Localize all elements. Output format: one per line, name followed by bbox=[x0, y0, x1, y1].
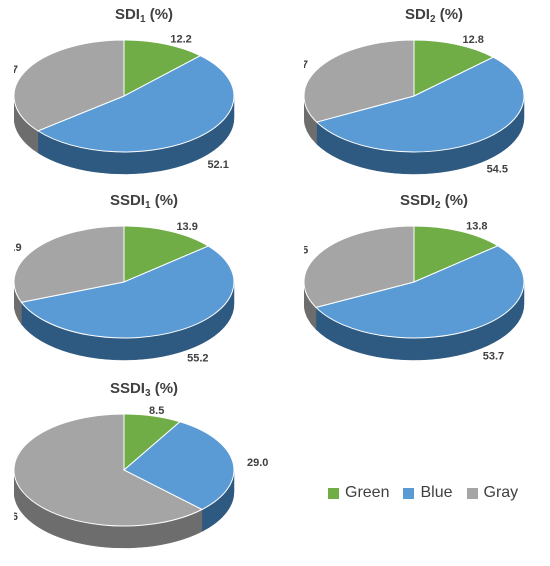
pie-plot: 13.9 55.2 30.9 bbox=[14, 221, 235, 364]
data-label: 35.7 bbox=[14, 64, 18, 76]
legend-item-gray: Gray bbox=[466, 484, 519, 502]
pie-chart-ssdi3: SSDI3 (%) 8.5 29.0 62.6 bbox=[14, 376, 274, 566]
pie-chart-ssdi1: SSDI1 (%) 13.9 55.2 30.9 bbox=[14, 188, 274, 378]
pie-slice-green bbox=[123, 225, 210, 283]
data-label: 13.9 bbox=[176, 221, 197, 233]
data-label: 29.0 bbox=[247, 457, 268, 469]
pie-slice-blue bbox=[315, 56, 525, 153]
pie-slice-blue bbox=[315, 245, 525, 339]
data-label: 32.5 bbox=[304, 245, 308, 257]
legend-item-green: Green bbox=[328, 484, 389, 502]
pie-slice-blue bbox=[20, 245, 235, 339]
data-label: 8.5 bbox=[149, 405, 164, 417]
legend-label: Gray bbox=[483, 484, 519, 501]
pie-slice-gray bbox=[304, 225, 415, 308]
pie-slice-gray bbox=[304, 39, 415, 123]
data-label: 32.7 bbox=[304, 59, 308, 71]
legend: Green Blue Gray bbox=[328, 484, 518, 502]
pie-plot: 12.8 54.5 32.7 bbox=[304, 34, 525, 175]
legend-swatch-green bbox=[328, 487, 339, 499]
chart-title: SSDI1 (%) bbox=[109, 192, 179, 211]
chart-title: SSDI3 (%) bbox=[109, 380, 179, 399]
pie-slice-gray bbox=[14, 413, 204, 527]
pie-slice-green bbox=[413, 225, 499, 283]
pie-plot: 13.8 53.7 32.5 bbox=[304, 221, 525, 363]
pie-slice-green bbox=[413, 39, 495, 97]
data-label: 12.2 bbox=[170, 34, 191, 46]
pie-chart-ssdi2: SSDI2 (%) 13.8 53.7 32.5 bbox=[304, 188, 550, 378]
pie-slice-gray bbox=[14, 225, 125, 303]
pie-slice-blue bbox=[123, 421, 235, 511]
pie-slice-gray bbox=[14, 39, 125, 132]
pie-plot: 8.5 29.0 62.6 bbox=[14, 405, 268, 549]
data-label: 54.5 bbox=[487, 163, 508, 175]
pie-plot: 12.2 52.1 35.7 bbox=[14, 34, 235, 175]
pie-chart-sdi2: SDI2 (%) 12.8 54.5 32.7 bbox=[304, 2, 550, 192]
data-label: 55.2 bbox=[187, 352, 208, 364]
data-label: 62.6 bbox=[14, 511, 18, 523]
legend-label: Blue bbox=[420, 484, 453, 501]
pie-chart-sdi1: SDI1 (%) 12.2 52.1 35.7 bbox=[14, 2, 274, 192]
legend-label: Green bbox=[345, 484, 390, 501]
data-label: 12.8 bbox=[463, 34, 484, 46]
legend-item-blue: Blue bbox=[403, 484, 453, 502]
legend-swatch-gray bbox=[466, 487, 478, 499]
pie-slice-blue bbox=[36, 55, 235, 153]
pie-slice-green bbox=[123, 39, 202, 97]
data-label: 30.9 bbox=[14, 242, 22, 254]
data-label: 53.7 bbox=[483, 351, 504, 363]
chart-title: SDI1 (%) bbox=[114, 6, 174, 25]
chart-title: SDI2 (%) bbox=[404, 6, 464, 25]
data-label: 52.1 bbox=[207, 159, 228, 171]
data-label: 13.8 bbox=[466, 221, 487, 233]
legend-swatch-blue bbox=[403, 487, 415, 499]
chart-title: SSDI2 (%) bbox=[399, 192, 469, 211]
